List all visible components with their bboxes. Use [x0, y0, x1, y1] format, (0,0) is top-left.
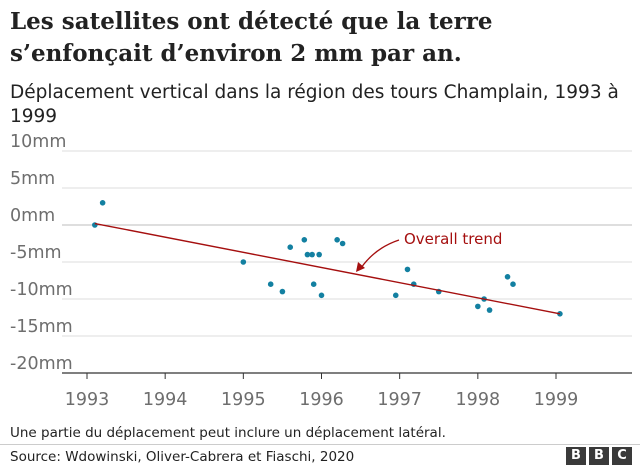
- x-tick-label: 1993: [65, 390, 110, 410]
- data-point: [318, 292, 325, 299]
- y-tick-label: 0mm: [10, 206, 55, 226]
- source-text: Source: Wdowinski, Oliver-Cabrera et Fia…: [10, 449, 355, 465]
- chart-title: Les satellites ont détecté que la terre …: [10, 8, 493, 67]
- bbc-logo-letter: B: [589, 447, 609, 465]
- y-tick-labels: 10mm 5mm 0mm -5mm -10mm -15mm -20mm: [10, 132, 73, 374]
- data-point: [301, 237, 308, 243]
- chart-subtitle: Déplacement vertical dans la région des …: [10, 82, 619, 127]
- annotation-arrow-head: [356, 262, 365, 272]
- data-point: [92, 222, 98, 228]
- data-points: [92, 200, 563, 317]
- data-point: [392, 292, 399, 299]
- x-tick-label: 1995: [221, 390, 266, 410]
- x-axis: 1993 1994 1995 1996 1997 1998 1999: [62, 372, 632, 410]
- annotation-arrow: [360, 239, 400, 269]
- y-tick-label: -10mm: [10, 280, 73, 300]
- x-tick-label: 1997: [377, 390, 422, 410]
- data-point: [304, 251, 311, 258]
- data-point: [334, 237, 340, 243]
- data-point: [486, 307, 493, 313]
- data-point: [310, 281, 317, 288]
- y-tick-label: -15mm: [10, 317, 73, 337]
- data-point: [475, 303, 481, 310]
- data-point: [510, 281, 516, 288]
- y-tick-label: 5mm: [10, 169, 55, 189]
- data-point: [267, 281, 274, 288]
- y-tick-label: 10mm: [10, 132, 66, 152]
- data-point: [504, 274, 511, 280]
- data-point: [309, 251, 315, 258]
- data-point: [316, 251, 322, 258]
- footnote: Une partie du déplacement peut inclure u…: [10, 425, 446, 441]
- y-tick-label: -20mm: [10, 354, 73, 374]
- x-tick-label: 1999: [534, 390, 579, 410]
- data-point: [279, 288, 286, 295]
- bbc-logo: B B C: [566, 447, 632, 465]
- data-point: [240, 259, 247, 265]
- grid-lines: [62, 150, 632, 374]
- trend-line: [94, 222, 561, 315]
- trend-annotation-label: Overall trend: [404, 230, 502, 248]
- data-point: [99, 200, 106, 206]
- x-tick-label: 1994: [143, 390, 188, 410]
- x-tick-label: 1996: [299, 390, 344, 410]
- y-tick-label: -5mm: [10, 243, 62, 263]
- data-point: [404, 266, 411, 273]
- data-point: [287, 244, 294, 250]
- x-tick-label: 1998: [456, 390, 501, 410]
- data-point: [339, 240, 346, 247]
- footer-divider: [0, 444, 640, 445]
- trend-line-group: Overall trend: [94, 222, 561, 315]
- bbc-logo-letter: C: [612, 447, 632, 465]
- bbc-logo-letter: B: [566, 447, 586, 465]
